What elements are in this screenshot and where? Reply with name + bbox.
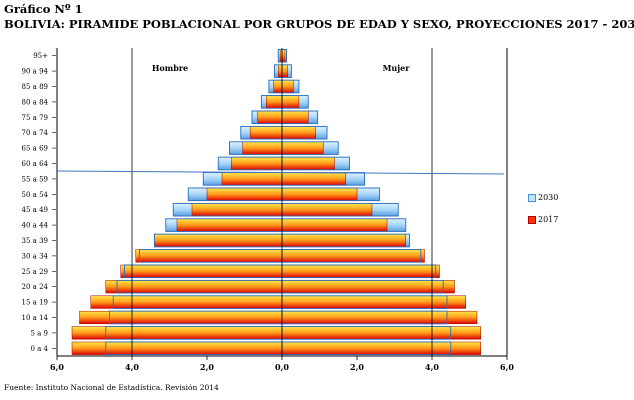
bar-mujer-2017 [281, 310, 478, 325]
x-tick-label: 2,0 [200, 362, 214, 372]
axes-group: 0 a 4 5 a 9 10 a 14 15 a 19 20 a 24 25 a 29 30… [22, 48, 514, 372]
bar-hombre-2017 [257, 110, 283, 124]
category-label: 40 a 44 [22, 222, 49, 230]
bar-mujer-2017 [281, 203, 373, 217]
bar-mujer-2017 [281, 156, 335, 171]
category-label: 75 a 79 [22, 114, 48, 122]
category-label: 85 a 89 [22, 83, 48, 91]
category-label: 95+ [33, 52, 48, 60]
bar-mujer-2017 [281, 218, 388, 232]
x-tick-label: 2,0 [350, 362, 364, 372]
category-label: 15 a 19 [22, 299, 48, 307]
x-tick-label: 6,0 [500, 362, 514, 372]
bar-hombre-2017 [191, 203, 283, 217]
bar-hombre-2017 [242, 141, 283, 155]
bar-mujer-2017 [281, 172, 346, 186]
bar-mujer-2017 [281, 126, 316, 140]
category-label: 55 a 59 [22, 175, 48, 183]
bar-hombre-2017 [71, 341, 283, 355]
category-label: 60 a 64 [22, 160, 49, 168]
category-label: 25 a 29 [22, 268, 48, 276]
divider-line [55, 170, 505, 175]
label-mujer: Mujer [383, 63, 411, 73]
category-label: 80 a 84 [22, 98, 49, 106]
bar-mujer-2017 [281, 295, 466, 309]
bar-hombre-2017 [249, 126, 283, 140]
bar-hombre-2017 [135, 249, 283, 263]
source-note: Fuente: Instituto Nacional de Estadístic… [4, 383, 219, 392]
category-label: 20 a 24 [22, 283, 49, 291]
bar-mujer-2017 [281, 64, 288, 78]
legend-label-2030: 2030 [538, 193, 559, 202]
chart-title-line1: Gráfico Nº 1 [4, 2, 83, 16]
category-label: 10 a 14 [22, 314, 49, 322]
category-label: 0 a 4 [30, 345, 48, 353]
category-label: 45 a 49 [22, 206, 48, 214]
legend-swatch-2030 [528, 193, 536, 202]
chart-title: BOLIVIA: PIRAMIDE POBLACIONAL POR GRUPOS… [4, 17, 634, 31]
bar-hombre-2017 [221, 172, 283, 186]
category-label: 35 a 39 [22, 237, 48, 245]
category-label: 70 a 74 [22, 129, 49, 137]
bar-mujer-2017 [281, 233, 406, 248]
category-label: 5 a 9 [30, 329, 48, 337]
bar-hombre-2017 [154, 233, 283, 248]
bar-mujer-2017 [281, 79, 294, 94]
bar-mujer-2017 [281, 187, 358, 201]
bar-hombre-2017 [273, 79, 283, 94]
bar-hombre-2017 [120, 264, 283, 278]
bar-hombre-2017 [266, 95, 283, 109]
category-label: 30 a 34 [22, 252, 49, 260]
bar-mujer-2017 [281, 249, 425, 263]
legend-item-2030: 2030 [528, 193, 558, 202]
bar-mujer-2017 [281, 110, 309, 124]
bar-hombre-2017 [278, 64, 283, 78]
bar-hombre-2017 [71, 326, 283, 340]
bar-mujer-2017 [281, 49, 286, 63]
bars-group [71, 48, 481, 356]
bar-mujer-2017 [281, 264, 440, 278]
x-tick-label: 4,0 [425, 362, 439, 372]
legend-item-2017: 2017 [528, 215, 558, 224]
bar-hombre-2017 [206, 187, 283, 201]
bar-mujer-2017 [281, 95, 300, 109]
bar-hombre-2017 [176, 218, 283, 232]
legend-swatch-2017 [528, 215, 536, 224]
category-label: 65 a 69 [22, 145, 48, 153]
bar-mujer-2017 [281, 280, 455, 294]
legend-label-2017: 2017 [538, 215, 559, 224]
category-label: 50 a 54 [22, 191, 49, 199]
x-tick-label: 4,0 [125, 362, 139, 372]
x-tick-label: 6,0 [50, 362, 64, 372]
label-hombre: Hombre [152, 63, 188, 73]
bar-hombre-2017 [231, 156, 283, 171]
bar-hombre-2017 [90, 295, 283, 309]
x-tick-label: 0,0 [275, 362, 289, 372]
category-label: 90 a 94 [22, 68, 49, 76]
bar-mujer-2017 [281, 141, 324, 155]
